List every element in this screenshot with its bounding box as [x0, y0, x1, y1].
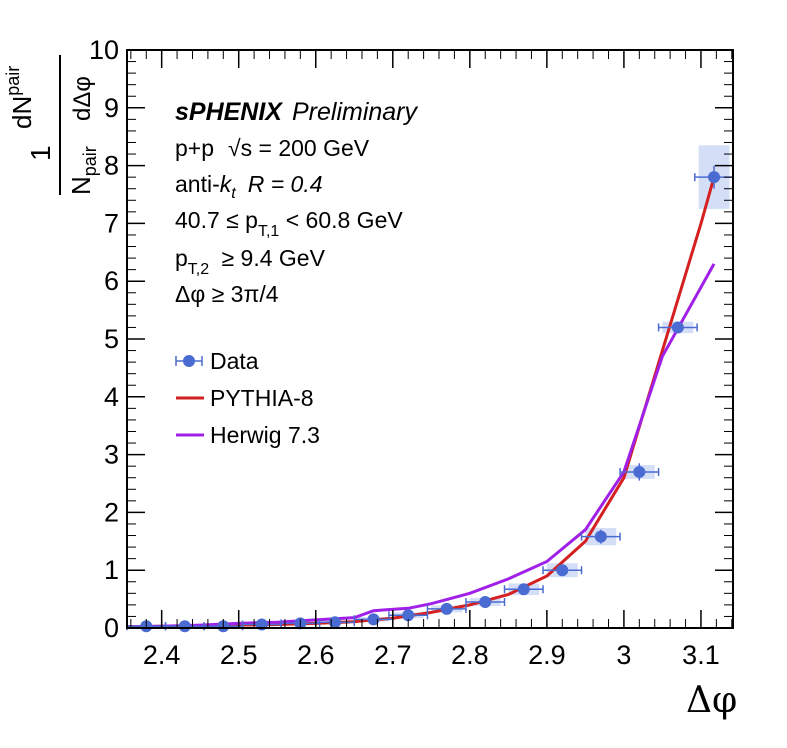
- legend-entry-data: Data: [175, 348, 259, 374]
- y-tick-label: 0: [104, 613, 119, 643]
- legend-label-data: Data: [210, 348, 259, 374]
- legend-entry-herwig: Herwig 7.3: [176, 422, 320, 448]
- axis-ticks: [127, 49, 733, 629]
- y-tick-label: 3: [104, 440, 119, 470]
- x-tick-label: 3: [616, 640, 631, 670]
- subleading-pt-cut-label: pT,2 ≥ 9.4 GeV: [175, 245, 326, 278]
- x-tick-label: 3.1: [682, 640, 720, 670]
- y-tick-label: 5: [104, 324, 119, 354]
- y-tick-label: 2: [104, 497, 119, 527]
- dphi-cut-label: Δφ ≥ 3π/4: [175, 281, 279, 307]
- legend-data-marker: [183, 355, 195, 367]
- legend-entry-pythia: PYTHIA-8: [176, 385, 314, 411]
- y-tick-label: 8: [104, 151, 119, 181]
- data-point: [440, 602, 453, 615]
- collision-system-label: p+p √s = 200 GeV: [175, 135, 370, 161]
- data-point: [671, 321, 684, 334]
- x-tick-label: 2.6: [297, 640, 335, 670]
- y-tick-label: 1: [104, 555, 119, 585]
- legend: Data PYTHIA-8 Herwig 7.3: [175, 348, 320, 448]
- leading-pt-cut-label: 40.7 ≤ pT,1 < 60.8 GeV: [175, 207, 403, 240]
- data-point: [367, 613, 380, 626]
- data-point: [517, 583, 530, 596]
- data-point: [479, 595, 492, 608]
- axis-tick-labels: 0 1 2 3 4 5 6 7 8 9 10 2.4 2.5 2.6 2.7 2.8 2.9 3 3.1: [89, 35, 720, 670]
- data-point: [402, 609, 415, 622]
- y-axis-title: 1 Npair dNpair dΔφ: [3, 55, 100, 195]
- data-point: [633, 465, 646, 478]
- y-axis-title-numerator: dNpair: [3, 66, 37, 129]
- y-axis-title-dphi: dΔφ: [69, 76, 96, 121]
- y-tick-label: 10: [89, 35, 119, 65]
- y-tick-label: 4: [104, 382, 119, 412]
- legend-label-pythia: PYTHIA-8: [210, 385, 314, 411]
- y-axis-title-denominator: Npair: [66, 146, 100, 195]
- jet-algorithm-label: anti-kt R = 0.4: [175, 171, 323, 202]
- legend-label-herwig: Herwig 7.3: [210, 422, 320, 448]
- y-tick-label: 9: [104, 93, 119, 123]
- data-points: [126, 165, 735, 633]
- x-axis-title: Δφ: [686, 680, 737, 721]
- annotation-block: sPHENIX Preliminary p+p √s = 200 GeV anti-…: [175, 98, 419, 307]
- y-tick-label: 6: [104, 266, 119, 296]
- data-point: [708, 171, 721, 184]
- x-tick-label: 2.8: [451, 640, 489, 670]
- experiment-label: sPHENIX Preliminary: [175, 98, 419, 126]
- x-tick-label: 2.5: [220, 640, 258, 670]
- x-tick-label: 2.7: [374, 640, 412, 670]
- x-tick-label: 2.4: [143, 640, 181, 670]
- data-point: [556, 564, 569, 577]
- y-tick-label: 7: [104, 208, 119, 238]
- data-point: [329, 616, 342, 629]
- y-axis-title-one: 1: [25, 145, 56, 161]
- x-tick-label: 2.9: [528, 640, 566, 670]
- data-point: [594, 530, 607, 543]
- data-point: [178, 620, 191, 633]
